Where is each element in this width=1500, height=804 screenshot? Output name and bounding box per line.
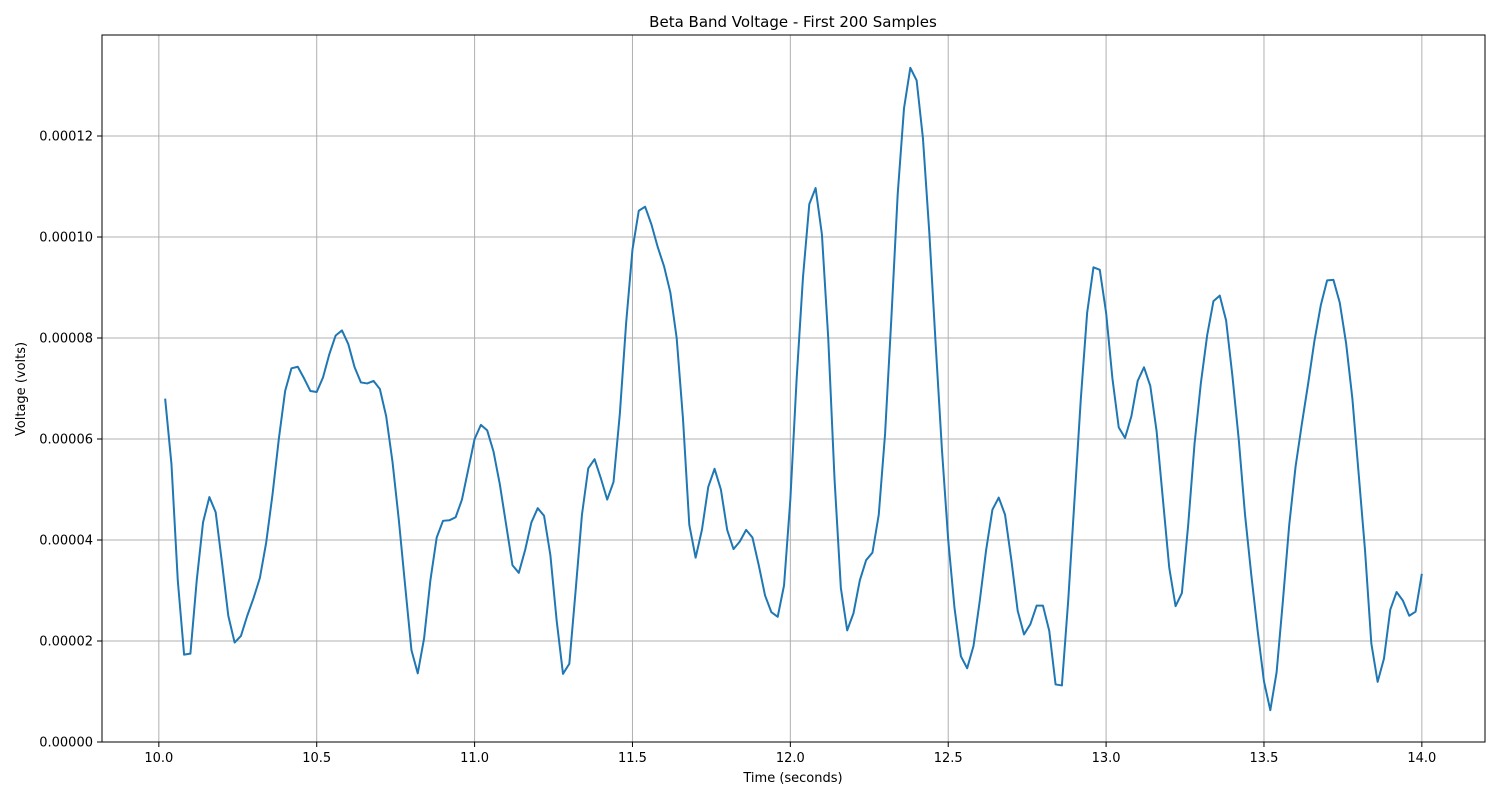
series-layer [164, 66, 1423, 712]
x-tick-label: 14.0 [1407, 751, 1436, 766]
y-tick-label: 0.00010 [39, 231, 93, 246]
x-tick-label: 13.0 [1092, 751, 1121, 766]
y-tick-label: 0.00008 [39, 332, 93, 347]
y-tick-label: 0.00006 [39, 433, 93, 448]
x-axis-label: Time (seconds) [742, 771, 842, 786]
x-tick-label: 10.5 [302, 751, 331, 766]
y-axis-label: Voltage (volts) [14, 342, 29, 436]
x-tick-label: 12.5 [934, 751, 963, 766]
series-line [164, 66, 1423, 712]
x-tick-label: 10.0 [144, 751, 173, 766]
x-tick-label: 12.0 [776, 751, 805, 766]
x-tick-label: 11.5 [618, 751, 647, 766]
y-axis-ticks: 0.00000 0.00002 0.00004 0.00006 0.00008 0.000… [39, 130, 102, 751]
y-tick-label: 0.00004 [39, 534, 93, 549]
x-axis-ticks: 10.0 10.5 11.0 11.5 12.0 12.5 13.0 13.5 14.0 [144, 742, 1436, 766]
plot-frame [101, 34, 1486, 743]
y-tick-label: 0.00002 [39, 635, 93, 650]
y-tick-label: 0.00000 [39, 736, 93, 751]
chart-title: Beta Band Voltage - First 200 Samples [649, 13, 937, 31]
x-tick-label: 13.5 [1249, 751, 1278, 766]
y-tick-label: 0.00012 [39, 130, 93, 145]
x-tick-label: 11.0 [460, 751, 489, 766]
